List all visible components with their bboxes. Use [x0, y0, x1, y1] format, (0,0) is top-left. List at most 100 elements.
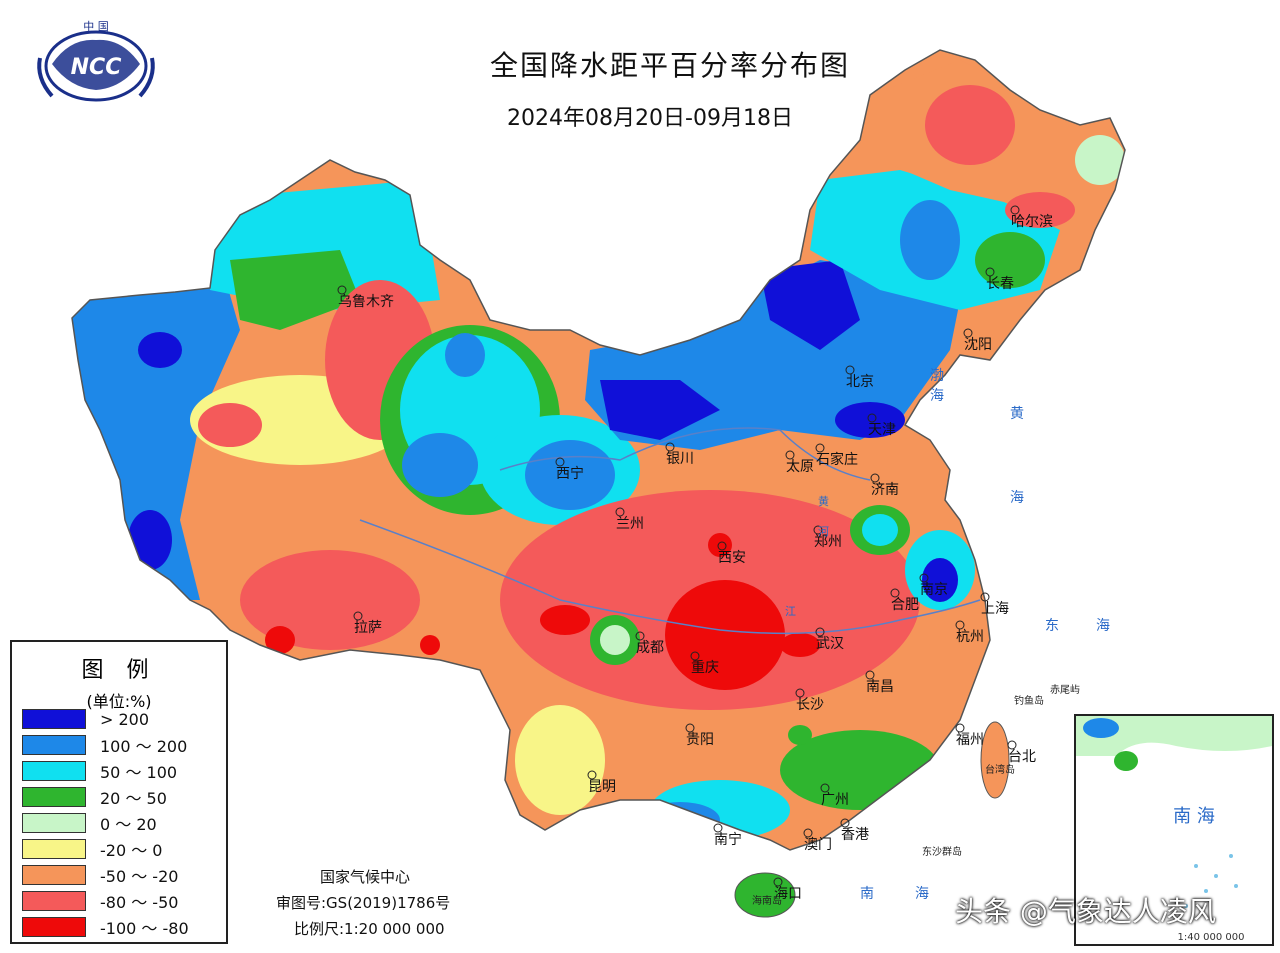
- city-marker: [795, 688, 805, 698]
- island-label: 钓鱼岛: [1014, 694, 1044, 707]
- logo-text: NCC: [71, 55, 122, 80]
- city-label: 昆明: [588, 779, 616, 795]
- city-marker: [845, 365, 855, 375]
- city-marker: [813, 525, 823, 535]
- city-label: 台北: [1008, 749, 1036, 765]
- legend-row: -50 ～ -20: [22, 864, 178, 886]
- legend-row: > 200: [22, 708, 149, 730]
- sea-label: 海: [915, 886, 929, 902]
- city-label: 长沙: [796, 697, 824, 713]
- island-label: 台湾岛: [985, 763, 1015, 776]
- city-label: 重庆: [691, 660, 719, 676]
- legend-swatch: [22, 761, 86, 781]
- legend: 图 例 (单位:%) > 200 100 ～ 200 50 ～ 100 20 ～ 50…: [10, 640, 228, 944]
- city-marker: [820, 783, 830, 793]
- logo-top-text: 中 国: [83, 20, 109, 33]
- legend-label: 100 ～ 200: [100, 737, 188, 756]
- city-label: 兰州: [616, 516, 644, 532]
- city-marker: [717, 541, 727, 551]
- city-label: 澳门: [804, 837, 832, 853]
- legend-swatch: [22, 839, 86, 859]
- map-title: 全国降水距平百分率分布图: [489, 49, 850, 82]
- legend-row: 100 ～ 200: [22, 734, 187, 756]
- legend-label: > 200: [100, 709, 150, 729]
- river-label: 河: [818, 525, 829, 538]
- city-marker: [1010, 205, 1020, 215]
- city-label: 拉萨: [354, 620, 382, 636]
- legend-swatch: [22, 917, 86, 937]
- city-marker: [337, 285, 347, 295]
- sea-label: 南: [860, 886, 874, 902]
- city-marker: [815, 443, 825, 453]
- city-marker: [713, 823, 723, 833]
- hainan-island: [734, 872, 796, 918]
- legend-row: 20 ～ 50: [22, 786, 167, 808]
- city-marker: [635, 631, 645, 641]
- city-label: 成都: [636, 640, 664, 656]
- city-marker: [1007, 740, 1017, 750]
- legend-row: -80 ～ -50: [22, 890, 178, 912]
- city-label: 乌鲁木齐: [338, 294, 394, 310]
- city-label: 海口: [774, 886, 802, 902]
- city-label: 西宁: [556, 465, 584, 482]
- city-label: 石家庄: [816, 451, 858, 468]
- island-label: 赤尾屿: [1050, 684, 1080, 696]
- city-label: 香港: [841, 827, 869, 843]
- legend-label: -100 ～ -80: [100, 919, 189, 938]
- credit-org: 国家气候中心: [320, 868, 411, 886]
- city-marker: [785, 450, 795, 460]
- city-marker: [955, 620, 965, 630]
- city-marker: [870, 473, 880, 483]
- legend-swatch: [22, 865, 86, 885]
- river-label: 江: [785, 605, 796, 618]
- city-label: 上海: [981, 601, 1009, 617]
- island-label: 东沙群岛: [922, 845, 962, 858]
- city-marker: [353, 611, 363, 621]
- city-marker: [963, 328, 973, 338]
- legend-swatch: [22, 735, 86, 755]
- city-label: 西安: [718, 550, 746, 566]
- ncc-logo: NCC 中 国: [37, 20, 155, 102]
- city-label: 南宁: [714, 831, 742, 848]
- city-label: 北京: [846, 374, 874, 390]
- legend-label: -20 ～ 0: [100, 841, 163, 860]
- city-label: 天津: [868, 422, 896, 438]
- legend-label: -80 ～ -50: [100, 893, 179, 912]
- legend-label: 0 ～ 20: [100, 815, 157, 834]
- legend-swatch: [22, 709, 86, 729]
- city-label: 济南: [871, 482, 899, 498]
- city-marker: [840, 818, 850, 828]
- city-label: 贵阳: [686, 732, 714, 748]
- south-china-sea-inset: 南 海 1:40 000 000: [1074, 714, 1274, 946]
- city-marker: [867, 413, 877, 423]
- island-label: 海南岛: [752, 894, 782, 907]
- city-label: 合肥: [891, 597, 919, 613]
- legend-label: -50 ～ -20: [100, 867, 179, 886]
- city-marker: [955, 723, 965, 733]
- legend-row: 0 ～ 20: [22, 812, 157, 834]
- inset-scale: 1:40 000 000: [1178, 932, 1245, 943]
- sea-label: 东: [1045, 618, 1059, 634]
- city-label: 银川: [666, 451, 694, 467]
- city-marker: [690, 651, 700, 661]
- legend-swatch: [22, 891, 86, 911]
- river-label: 黄: [818, 494, 829, 508]
- inset-label: 南 海: [1173, 806, 1215, 827]
- date-range: 2024年08月20日-09月18日: [507, 106, 793, 131]
- city-marker: [985, 267, 995, 277]
- sea-label: 海: [930, 388, 944, 404]
- city-label: 郑州: [814, 534, 842, 550]
- city-marker: [815, 627, 825, 637]
- city-marker: [773, 877, 783, 887]
- city-marker: [665, 442, 675, 452]
- city-marker: [615, 507, 625, 517]
- city-label: 南昌: [866, 679, 894, 695]
- legend-row: 50 ～ 100: [22, 760, 177, 782]
- city-marker: [890, 588, 900, 598]
- city-marker: [980, 592, 990, 602]
- sea-label: 海: [1010, 490, 1024, 506]
